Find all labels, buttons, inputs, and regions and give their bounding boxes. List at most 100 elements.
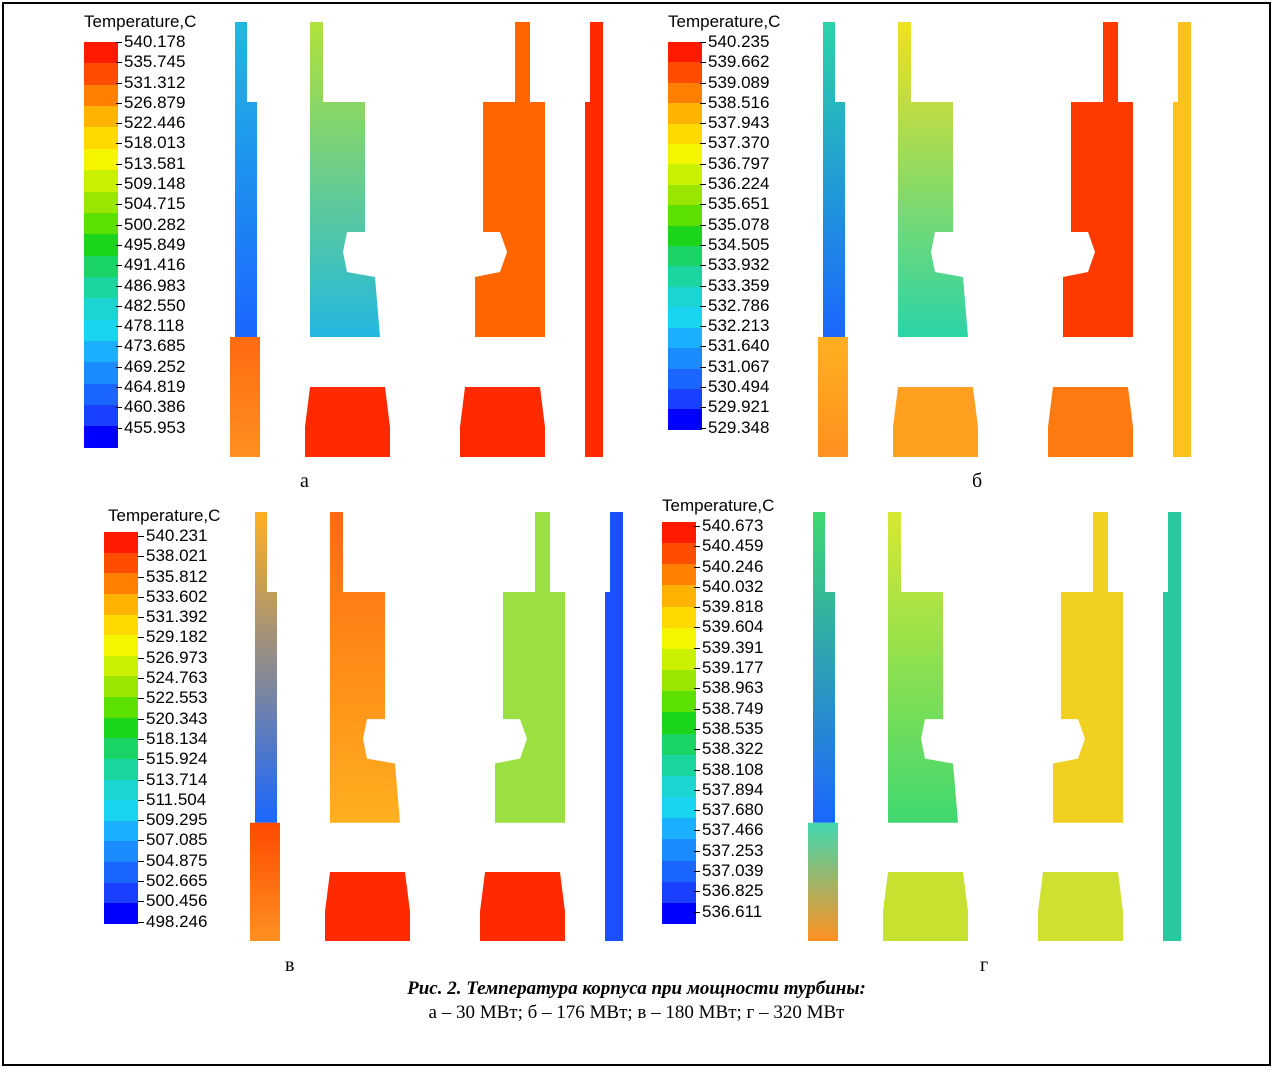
colorbar-segment (104, 552, 138, 574)
legend-level-label: 500.282 (115, 214, 186, 234)
right-wall (1173, 22, 1191, 457)
colorbar-segment (104, 697, 138, 718)
figure-caption: Рис. 2. Температура корпуса при мощности… (0, 977, 1273, 1025)
legend-labels-a: 540.178 535.745 531.312 526.879 522.446 518.0… (115, 32, 186, 438)
colorbar-segment (84, 234, 118, 256)
colorbar-segment (668, 286, 702, 308)
legend-level-label: 532.786 (699, 295, 770, 315)
colorbar-segment (104, 635, 138, 656)
inner-left-section (888, 512, 958, 823)
legend-level-label: 535.078 (699, 214, 770, 234)
inner-left-section (330, 512, 400, 823)
legend-level-label: 518.134 (137, 728, 208, 748)
inner-left-section (310, 22, 380, 337)
legend-level-label: 538.963 (693, 678, 764, 698)
legend-level-label: 536.797 (699, 153, 770, 173)
colorbar-segment (668, 164, 702, 185)
caption-subtitle: а – 30 МВт; б – 176 МВт; в – 180 МВт; г … (428, 1002, 845, 1023)
legend-labels-d: 540.673 540.459 540.246 540.032 539.818 539.6… (693, 516, 764, 922)
panel-letter-b: б (972, 470, 983, 492)
colorbar-segment (662, 839, 696, 861)
legend-level-label: 532.213 (699, 316, 770, 336)
colorbar-segment (668, 388, 702, 410)
left-wall-lower (230, 337, 260, 457)
colorbar-segment (104, 800, 138, 821)
legend-level-label: 529.182 (137, 627, 208, 647)
colorbar-segment (668, 42, 702, 63)
colorbar-segment (84, 276, 118, 299)
colorbar-segment (104, 738, 138, 759)
legend-colorbar-c (104, 532, 138, 924)
colorbar-segment (84, 383, 118, 406)
colorbar-segment (668, 348, 702, 369)
right-wall (585, 22, 603, 457)
lower-block-left (325, 872, 410, 941)
colorbar-segment (84, 341, 118, 363)
colorbar-segment (104, 820, 138, 842)
legend-level-label: 540.459 (693, 536, 764, 556)
legend-level-label: 504.875 (137, 850, 208, 870)
legend-level-label: 539.818 (693, 597, 764, 617)
legend-level-label: 539.662 (699, 52, 770, 72)
colorbar-segment (662, 754, 696, 776)
colorbar-segment (84, 426, 118, 448)
colorbar-segment (668, 123, 702, 145)
legend-level-label: 531.312 (115, 72, 186, 92)
contour-plot-c (250, 512, 623, 941)
legend-level-label: 533.602 (137, 586, 208, 606)
legend-level-label: 537.039 (693, 861, 764, 881)
legend-level-label: 537.466 (693, 820, 764, 840)
legend-level-label: 536.224 (699, 174, 770, 194)
colorbar-segment (84, 127, 118, 149)
legend-colorbar-a (84, 42, 118, 448)
legend-level-label: 538.322 (693, 739, 764, 759)
legend-level-label: 537.253 (693, 840, 764, 860)
legend-labels-c: 540.231 538.021 535.812 533.602 531.392 529.1… (137, 526, 208, 932)
left-wall-upper (255, 512, 277, 823)
colorbar-segment (84, 255, 118, 277)
left-wall-upper (823, 22, 845, 337)
caption-title: Рис. 2. Температура корпуса при мощности… (407, 978, 866, 999)
legend-colorbar-d (662, 522, 696, 924)
legend-level-label: 469.252 (115, 356, 186, 376)
colorbar-segment (668, 409, 702, 430)
contour-plot-d (808, 512, 1181, 941)
panel-letter-a: а (300, 470, 309, 492)
legend-level-label: 539.089 (699, 72, 770, 92)
colorbar-segment (662, 627, 696, 649)
colorbar-segment (84, 42, 118, 64)
colorbar-segment (662, 818, 696, 840)
legend-level-label: 482.550 (115, 295, 186, 315)
colorbar-segment (84, 212, 118, 235)
legend-level-label: 491.416 (115, 255, 186, 275)
lower-block-left (883, 872, 968, 941)
legend-level-label: 526.973 (137, 647, 208, 667)
legend-level-label: 535.812 (137, 566, 208, 586)
legend-level-label: 535.745 (115, 52, 186, 72)
legend-level-label: 537.370 (699, 133, 770, 153)
legend-level-label: 464.819 (115, 377, 186, 397)
legend-level-label: 502.665 (137, 871, 208, 891)
colorbar-segment (662, 775, 696, 798)
panel-letter-d: г (980, 954, 989, 976)
colorbar-segment (84, 362, 118, 384)
legend-level-label: 529.348 (699, 417, 770, 437)
legend-level-label: 540.231 (137, 526, 208, 545)
colorbar-segment (668, 307, 702, 328)
colorbar-segment (84, 63, 118, 85)
legend-level-label: 534.505 (699, 234, 770, 254)
legend-level-label: 513.714 (137, 769, 208, 789)
colorbar-segment (662, 585, 696, 607)
legend-level-label: 531.392 (137, 607, 208, 627)
legend-level-label: 533.359 (699, 275, 770, 295)
colorbar-segment (104, 676, 138, 697)
legend-level-label: 539.391 (693, 637, 764, 657)
colorbar-segment (84, 298, 118, 320)
colorbar-segment (668, 62, 702, 83)
legend-level-label: 509.295 (137, 810, 208, 830)
legend-level-label: 498.246 (137, 911, 208, 931)
colorbar-segment (662, 902, 696, 924)
colorbar-segment (84, 106, 118, 128)
legend-level-label: 537.680 (693, 800, 764, 820)
legend-title-d: Temperature,C (662, 496, 775, 515)
